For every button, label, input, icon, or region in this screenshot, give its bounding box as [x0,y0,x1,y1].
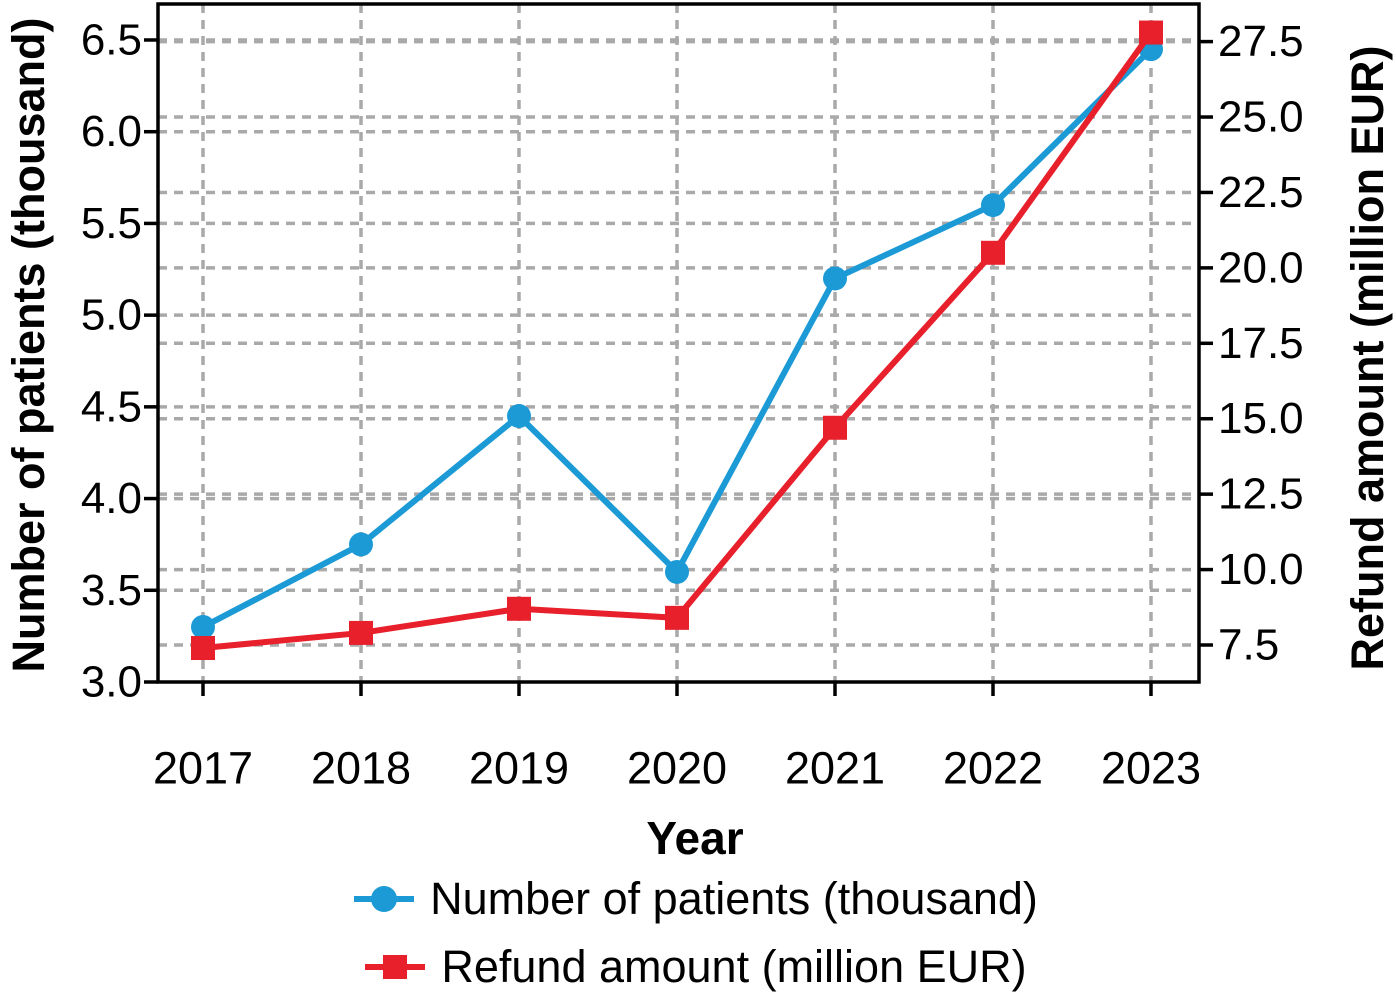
x-axis-tick-label: 2023 [1101,743,1201,794]
left-axis-tick-label: 4.5 [81,382,142,431]
right-axis-title: Refund amount (million EUR) [1342,45,1393,671]
data-point-square [823,415,847,440]
left-axis-tick-label: 5.0 [81,291,142,340]
series-patients [191,37,1163,639]
x-axis-title: Year [646,812,744,864]
legend-item-refund: Refund amount (million EUR) [363,940,1027,994]
data-point-square [507,596,531,621]
legend: Number of patients (thousand) Refund amo… [0,872,1396,994]
data-point-circle [191,614,215,639]
left-axis-tick-label: 3.0 [81,658,142,707]
legend-item-patients: Number of patients (thousand) [352,872,1038,926]
right-axis-tick-label: 20.0 [1218,243,1304,292]
data-point-square [191,636,215,661]
right-axis-tick-label: 12.5 [1218,470,1304,519]
right-axis-tick-label: 27.5 [1218,17,1304,66]
right-axis-tick-label: 25.0 [1218,93,1304,142]
right-axis-tick-label: 10.0 [1218,545,1304,594]
series-refund [191,20,1163,661]
x-axis-tick-label: 2022 [943,743,1043,794]
left-axis-tick-label: 3.5 [81,566,142,615]
data-point-circle [981,193,1005,218]
left-axis-tick-label: 5.5 [81,199,142,248]
x-axis-tick-label: 2021 [785,743,885,794]
x-axis-tick-label: 2018 [311,743,411,794]
left-axis-tick-label: 6.5 [81,15,142,64]
right-axis-tick-label: 7.5 [1218,621,1279,670]
data-point-square [1139,20,1163,45]
x-axis-tick-label: 2020 [627,743,727,794]
left-axis-title: Number of patients (thousand) [3,17,54,673]
data-point-square [665,605,689,630]
data-point-circle [823,266,847,291]
data-point-circle [665,559,689,584]
right-axis-tick-label: 22.5 [1218,168,1304,217]
legend-line-circle-icon [354,886,415,912]
left-axis-tick-label: 4.0 [81,474,142,523]
right-axis-tick-label: 15.0 [1218,394,1304,443]
legend-line-square-icon [365,955,426,979]
legend-label-patients: Number of patients (thousand) [430,873,1038,924]
x-axis-tick-label: 2017 [153,743,253,794]
data-point-square [981,240,1005,265]
right-axis-tick-label: 17.5 [1218,319,1304,368]
data-point-circle [507,404,531,429]
x-axis-tick-label: 2019 [469,743,569,794]
legend-label-refund: Refund amount (million EUR) [441,941,1027,992]
axis-ticks [144,38,1213,696]
data-point-circle [349,532,373,557]
data-point-square [349,620,373,645]
left-axis-tick-label: 6.0 [81,107,142,156]
